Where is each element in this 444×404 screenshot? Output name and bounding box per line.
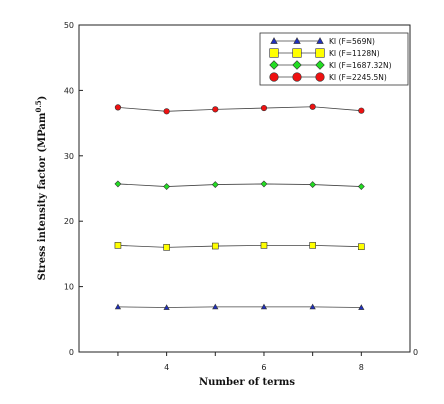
data-point <box>260 104 268 112</box>
legend-marker <box>315 48 325 58</box>
data-point <box>211 242 219 250</box>
data-point <box>358 107 365 114</box>
legend-marker <box>269 72 279 82</box>
data-point <box>309 242 316 249</box>
data-point <box>309 103 316 110</box>
legend-marker <box>292 72 302 82</box>
legend-label: KI (F=569N) <box>329 37 375 46</box>
data-point <box>114 303 122 310</box>
legend-marker <box>292 48 302 58</box>
x-tick-label: 4 <box>164 363 169 372</box>
legend-marker <box>315 60 325 70</box>
series-1 <box>114 303 365 310</box>
y-tick-label: 10 <box>64 283 74 292</box>
x-tick-label: 8 <box>359 363 364 372</box>
y-tick-label: 50 <box>64 21 74 30</box>
legend-item-1: KI (F=569N) <box>270 37 375 46</box>
data-point <box>163 304 170 310</box>
y-tick-label: 40 <box>64 86 74 95</box>
legend-marker <box>270 37 278 44</box>
legend-marker <box>269 48 279 58</box>
data-point <box>212 303 219 310</box>
legend-marker <box>315 72 325 82</box>
legend-item-4: KI (F=2245.5N) <box>269 72 387 82</box>
y-tick-label: 0 <box>69 348 74 357</box>
legend-item-2: KI (F=1128N) <box>269 48 380 58</box>
data-point <box>163 183 171 190</box>
legend: KI (F=569N) KI (F=1128N) KI (F=1687.32N) KI… <box>259 32 409 86</box>
series-2 <box>114 242 365 251</box>
series-line <box>117 183 362 187</box>
y-axis-title-exponent: 0.5 <box>34 100 43 112</box>
y-tick-label: 30 <box>64 152 74 161</box>
data-point <box>309 303 316 310</box>
legend-label: KI (F=2245.5N) <box>329 73 387 82</box>
data-point <box>357 183 365 190</box>
right-zero-label: 0 <box>413 348 418 357</box>
data-point <box>260 303 268 310</box>
data-point <box>114 242 122 249</box>
plot-frame <box>78 24 411 353</box>
data-point <box>114 180 122 188</box>
y-axis-title-end: ) <box>37 96 48 101</box>
legend-label: KI (F=1687.32N) <box>329 61 392 70</box>
data-point <box>260 242 268 249</box>
series-line <box>117 306 362 308</box>
legend-marker <box>292 60 302 70</box>
legend-marker <box>316 37 324 44</box>
y-axis-title: Stress intensity factor (MPam0.5) <box>34 96 48 281</box>
y-tick-label: 20 <box>64 217 74 226</box>
legend-marker <box>269 60 279 70</box>
series-3 <box>114 180 365 190</box>
series-4 <box>114 103 365 115</box>
legend-box <box>259 32 409 86</box>
data-point <box>211 181 219 189</box>
data-point <box>358 243 365 251</box>
data-point <box>114 104 122 111</box>
legend-label: KI (F=1128N) <box>329 49 380 58</box>
x-axis-title: Number of terms <box>199 377 295 388</box>
y-axis-title-main: Stress intensity factor (MPam <box>37 112 48 280</box>
series-line <box>117 244 362 248</box>
legend-marker <box>293 37 301 44</box>
data-point <box>212 106 219 113</box>
data-point <box>260 180 268 188</box>
series-layer <box>114 103 365 310</box>
axes-layer: 0 10 20 30 40 50 4 6 8 0 <box>64 21 418 372</box>
data-point <box>358 304 365 310</box>
series-line <box>117 106 362 112</box>
data-point <box>163 108 170 115</box>
data-point <box>309 181 317 189</box>
data-point <box>163 244 170 251</box>
legend-item-3: KI (F=1687.32N) <box>269 60 392 70</box>
x-tick-label: 6 <box>261 363 266 372</box>
